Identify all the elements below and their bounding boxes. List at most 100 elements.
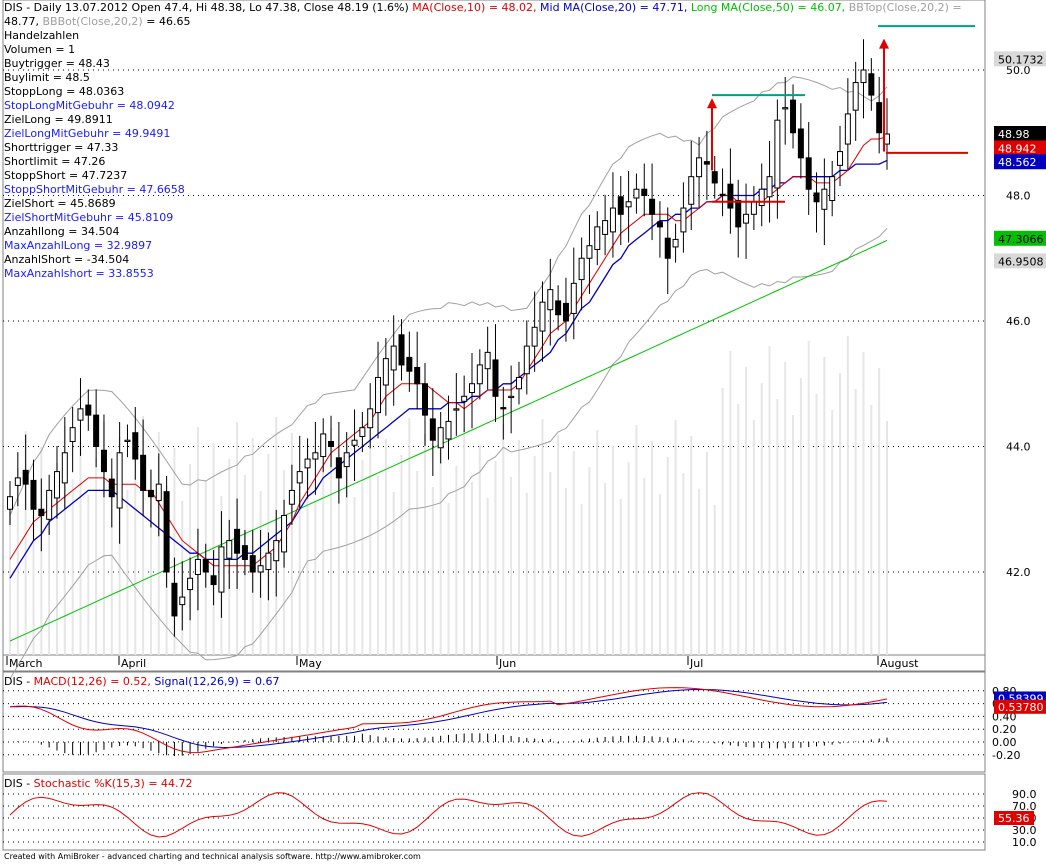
- candle-body: [641, 188, 648, 197]
- month-label-3: Jun: [498, 657, 516, 670]
- candle-body: [813, 192, 820, 203]
- candle-body: [140, 454, 147, 491]
- param-16: AnzahlShort = -34.504: [4, 253, 130, 266]
- trade-markers: [707, 25, 975, 203]
- param-15: MaxAnzahlLong = 32.9897: [4, 239, 153, 252]
- macd-tick-2: 0.20: [992, 723, 1017, 736]
- candle-body: [586, 245, 593, 259]
- candle-body: [743, 213, 750, 224]
- footer-credit: Created with AmiBroker - advanced charti…: [4, 852, 421, 861]
- candle-body: [829, 176, 836, 202]
- candle-body: [30, 479, 37, 510]
- ma20-label: Mid MA(Close,20) = 47.71,: [540, 1, 688, 14]
- candle-body: [805, 157, 812, 190]
- candle-body: [38, 508, 45, 517]
- candle-body: [672, 238, 679, 248]
- price-tag-label-2: 48.942: [998, 142, 1037, 155]
- price-tick-4: 50.0: [1006, 64, 1031, 77]
- candle-body: [414, 366, 421, 385]
- price-tag-0: [994, 51, 1046, 67]
- date-axis: March April May Jun Jul August: [6, 656, 919, 670]
- bb-bottom-line: [9, 227, 888, 679]
- candle-body: [7, 496, 13, 510]
- candle-body: [523, 345, 530, 375]
- candle-body: [837, 151, 844, 166]
- candle-body: [375, 376, 382, 414]
- candle-body: [61, 452, 68, 484]
- candle-body: [766, 176, 773, 198]
- candle-body: [429, 418, 436, 441]
- candle-body: [194, 558, 201, 576]
- param-10: StoppShort = 47.7237: [4, 169, 128, 182]
- param-11: StoppShortMitGebuhr = 47.6658: [4, 183, 185, 196]
- price-tag-1: [994, 126, 1046, 142]
- candle-body: [359, 427, 366, 437]
- month-label-4: Jul: [689, 657, 703, 670]
- candle-body: [868, 73, 875, 96]
- param-3: Buylimit = 48.5: [4, 71, 90, 84]
- candle-body: [515, 376, 522, 390]
- candle-body: [602, 220, 609, 235]
- candle-body: [46, 489, 53, 520]
- candle-body: [210, 575, 217, 586]
- stoch-tag-label-0: 55.36: [998, 812, 1030, 825]
- price-tick-1: 44.0: [1006, 441, 1031, 454]
- long-arrow-head: [707, 98, 717, 109]
- candle-body: [719, 193, 726, 196]
- candle-body: [617, 196, 624, 215]
- candle-body: [312, 452, 319, 460]
- candle-body: [461, 395, 468, 402]
- stoch-tag-0: [994, 811, 1034, 825]
- candle-body: [633, 188, 640, 199]
- candle-body: [77, 408, 84, 421]
- stoch-tick-3: 70.0: [1012, 800, 1037, 813]
- candle-body: [390, 345, 397, 371]
- candle-body: [476, 364, 483, 385]
- candle-body: [132, 432, 139, 460]
- stoch-tick-4: 90.0: [1012, 788, 1037, 801]
- month-label-5: August: [880, 657, 919, 670]
- candle-body: [445, 420, 452, 440]
- candle-body: [696, 157, 703, 178]
- candle-body: [218, 546, 225, 593]
- price-tag-2: [994, 140, 1046, 156]
- candle-body: [531, 326, 538, 347]
- candle-body: [281, 515, 288, 553]
- candle-body: [108, 478, 115, 498]
- stoch-line: [9, 792, 888, 838]
- symbol-line: DIS - Daily 13.07.2012 Open 47.4, Hi 48.…: [4, 1, 409, 14]
- candle-body: [179, 596, 186, 606]
- candle-body: [351, 439, 358, 446]
- macd-tag-label-1: 0.53780: [998, 701, 1044, 714]
- candle-body: [53, 471, 60, 499]
- candle-body: [14, 477, 21, 486]
- macd-tag-1: [994, 699, 1046, 714]
- macd-panel-frame: [2, 671, 986, 773]
- candle-body: [163, 491, 170, 573]
- price-tick-0: 42.0: [1006, 566, 1031, 579]
- candle-body: [664, 237, 671, 259]
- candle-body: [562, 302, 569, 322]
- value-axes: 42.0 44.0 46.0 48.0 50.050.1732 48.9848.94248…: [992, 51, 1046, 849]
- candle-body: [468, 383, 475, 394]
- stochastic-plot: [3, 792, 985, 843]
- price-tag-label-5: 46.9508: [998, 255, 1044, 268]
- price-tag-label-3: 48.562: [998, 156, 1037, 169]
- stoch-prefix: DIS -: [4, 777, 34, 790]
- macd-header: DIS - MACD(12,26) = 0.52, Signal(12,26,9…: [4, 675, 279, 688]
- ma10-label: MA(Close,10) = 48.02,: [412, 1, 537, 14]
- candle-body: [226, 540, 233, 559]
- candle-body: [398, 334, 405, 366]
- date-axis-strip: [2, 654, 986, 672]
- candle-body: [437, 427, 444, 449]
- candle-body: [202, 558, 209, 573]
- candles: [7, 39, 890, 637]
- candle-body: [758, 188, 765, 207]
- candle-body: [257, 565, 264, 573]
- candle-body: [234, 528, 241, 554]
- candle-body: [578, 257, 585, 281]
- stoch-label: Stochastic %K(15,3) = 44.72: [33, 777, 193, 790]
- param-4: StoppLong = 48.0363: [4, 85, 125, 98]
- macd-tick-0: -0.20: [992, 749, 1020, 762]
